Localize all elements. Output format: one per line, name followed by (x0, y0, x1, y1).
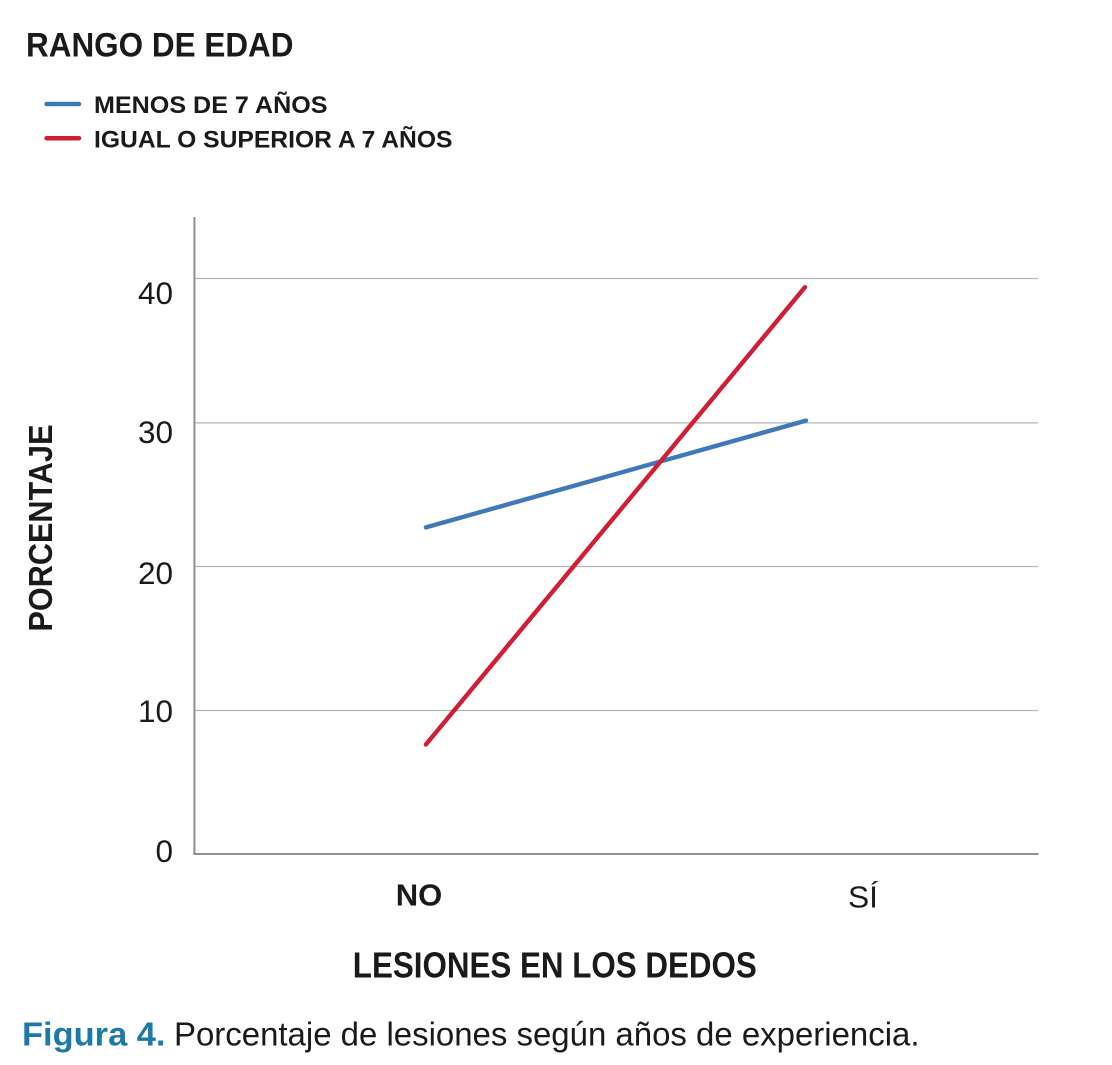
svg-text:20: 20 (138, 555, 173, 591)
svg-text:40: 40 (138, 275, 173, 311)
svg-text:0: 0 (155, 833, 173, 869)
svg-text:Figura 4.: Figura 4. (22, 1016, 166, 1053)
svg-text:Porcentaje de lesiones según a: Porcentaje de lesiones según años de exp… (174, 1016, 920, 1053)
svg-text:PORCENTAJE: PORCENTAJE (22, 425, 59, 632)
svg-text:IGUAL O SUPERIOR A 7 AÑOS: IGUAL O SUPERIOR A 7 AÑOS (94, 125, 453, 153)
svg-text:MENOS DE 7 AÑOS: MENOS DE 7 AÑOS (94, 91, 328, 119)
svg-text:NO: NO (396, 877, 443, 912)
svg-text:RANGO DE EDAD: RANGO DE EDAD (26, 26, 294, 64)
svg-text:30: 30 (138, 414, 173, 450)
svg-text:LESIONES EN LOS DEDOS: LESIONES EN LOS DEDOS (353, 944, 757, 985)
svg-text:SÍ: SÍ (848, 880, 879, 915)
svg-text:10: 10 (138, 693, 173, 729)
